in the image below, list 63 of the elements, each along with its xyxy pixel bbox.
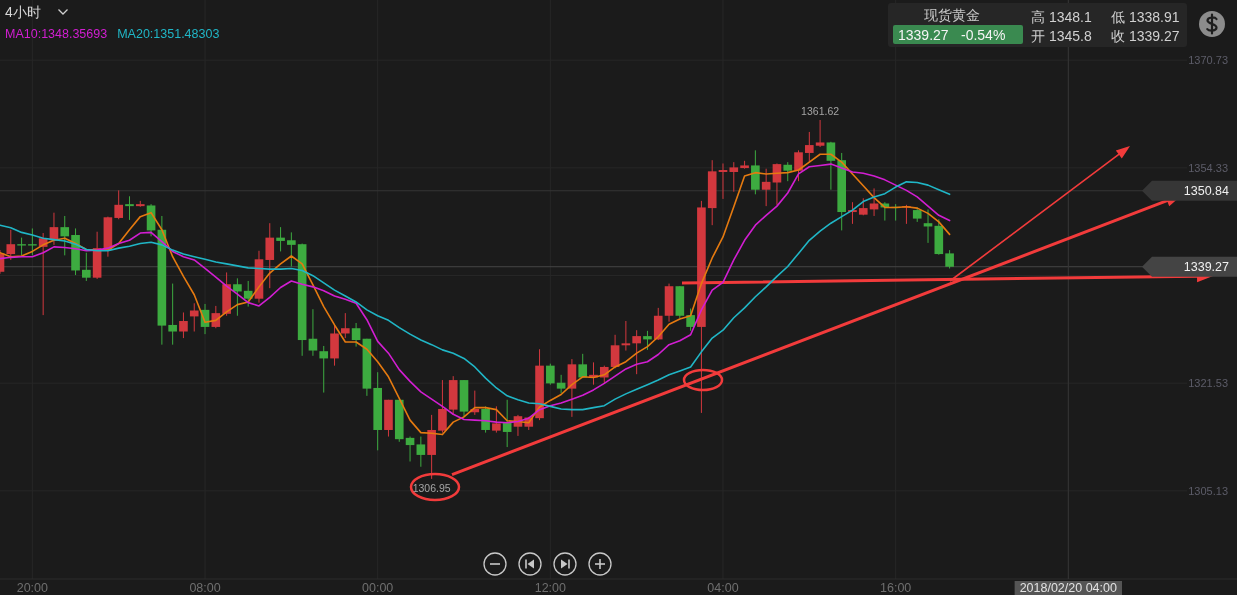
candlestick [308, 308, 318, 357]
candlestick [168, 283, 177, 346]
candlestick [179, 311, 188, 339]
x-tick-label: 12:00 [534, 581, 567, 595]
candlestick [340, 312, 350, 339]
candlestick [718, 162, 728, 200]
candlestick [438, 379, 447, 434]
text: 现货黄金 [924, 7, 980, 23]
candlestick [481, 405, 490, 434]
annotation: 高 1348.1 [1031, 9, 1092, 25]
candlestick [6, 229, 16, 261]
candlestick [546, 363, 555, 386]
candlestick [287, 231, 296, 268]
candlestick [761, 168, 771, 207]
annotation: 1339.27 [898, 27, 949, 43]
x-tick-label: 08:00 [189, 581, 221, 595]
annotation: 低 1338.91 [1111, 9, 1180, 25]
y-tick-label: 1305.13 [1188, 484, 1228, 497]
candlestick [416, 436, 426, 468]
y-tick-label: 1370.73 [1188, 54, 1228, 67]
ref-line-label: 1350.84 [1183, 184, 1230, 199]
candlestick [783, 161, 793, 182]
candlestick [125, 195, 134, 221]
candlestick [621, 320, 631, 352]
y-tick-label: 1321.53 [1188, 377, 1228, 390]
candlestick [643, 330, 652, 351]
candlestick [805, 131, 814, 163]
candlestick [945, 249, 954, 269]
x-tick-label: 20:00 [16, 581, 49, 595]
candlestick [729, 161, 739, 193]
chart-subtitle: 4小时 [5, 4, 41, 20]
annotation: -0.54% [961, 27, 1006, 43]
candlestick [578, 353, 588, 379]
annotation: 1361.62 [801, 105, 840, 117]
candlestick [405, 436, 415, 462]
candlestick [82, 252, 91, 282]
candlestick [351, 322, 361, 348]
x-tick-label: 2018/02/20 04:00 [1019, 581, 1117, 595]
y-tick-label: 1354.33 [1188, 161, 1228, 174]
candlestick [794, 149, 803, 182]
ref-line-label: 1339.27 [1183, 260, 1230, 275]
candlestick [233, 277, 242, 317]
candlestick [492, 405, 501, 434]
candlestick [243, 280, 253, 308]
x-tick-label: 16:00 [880, 581, 912, 595]
candlestick [60, 215, 70, 256]
candlestick [653, 307, 663, 341]
candlestick [632, 329, 641, 375]
candlestick [319, 345, 329, 394]
candlestick [815, 119, 825, 148]
candlestick [556, 374, 566, 394]
annotation: 收 1339.27 [1111, 28, 1180, 44]
text: MA10:1348.35693 [5, 27, 108, 41]
annotation: 开 1345.8 [1031, 28, 1092, 44]
text: MA20:1351.48303 [117, 27, 220, 41]
x-tick-label: 04:00 [707, 581, 739, 595]
candlestick [265, 222, 275, 289]
candlestick [610, 334, 620, 369]
candlestick [276, 226, 285, 252]
x-tick-label: 00:00 [362, 581, 394, 595]
annotation: 1306.95 [412, 481, 451, 494]
candlestick [114, 189, 124, 220]
candlestick [28, 227, 37, 256]
